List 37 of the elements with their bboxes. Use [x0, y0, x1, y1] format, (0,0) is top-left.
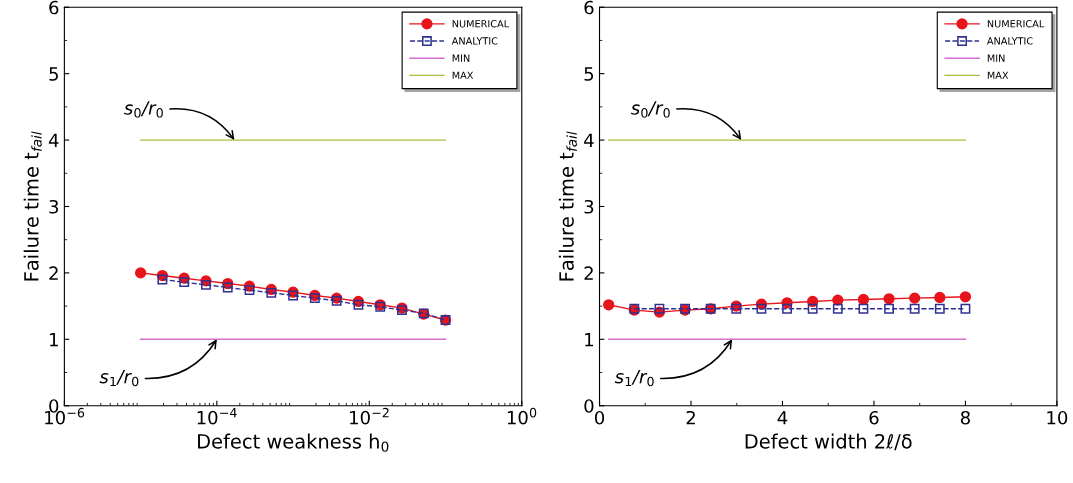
x-tick-label: 4: [777, 411, 788, 425]
y-tick-label: 1: [50, 333, 58, 347]
x-tick-label: 10$^{−4}$: [197, 408, 237, 425]
x-tick-label: 0: [594, 410, 605, 425]
y-tick-label: 2: [49, 266, 58, 280]
legend-label: MIN: [987, 54, 1005, 62]
legend-label: MIN: [452, 54, 470, 62]
x-tick-label: 8: [960, 410, 970, 425]
legend-label: MAX: [452, 71, 474, 79]
x-axis-title: Defect width 2ℓ/δ: [745, 433, 912, 451]
legend-label: NUMERICAL: [452, 20, 510, 28]
y-tick-label: 3: [49, 199, 59, 214]
x-tick-label: 6: [869, 410, 879, 425]
annotation: s$_{1}$/r$_{0}$: [614, 370, 654, 387]
annotation: s$_{0}$/r$_{0}$: [124, 101, 163, 118]
y-tick-label: 1: [585, 333, 593, 347]
y-tick-label: 5: [49, 67, 58, 81]
legend-label: NUMERICAL: [987, 20, 1045, 28]
y-axis-title: Failure time t$_{fail}$: [558, 131, 577, 281]
annotation: s$_{0}$/r$_{0}$: [631, 101, 670, 118]
y-tick-label: 3: [584, 199, 594, 214]
legend-label: ANALYTIC: [986, 37, 1033, 45]
y-tick-label: 2: [584, 266, 593, 280]
x-tick-label: 10: [1047, 410, 1068, 425]
y-tick-label: 5: [584, 67, 594, 81]
x-tick-label: 10$^{0}$: [507, 407, 537, 425]
y-tick-label: 6: [49, 0, 59, 15]
legend-label: MAX: [987, 71, 1009, 79]
y-tick-label: 4: [584, 133, 594, 147]
legend-label: ANALYTIC: [451, 37, 498, 45]
x-tick-label: 10$^{−2}$: [350, 407, 389, 425]
x-tick-label: 2: [686, 410, 695, 425]
x-axis-title: Defect weakness h$_{0}$: [198, 433, 389, 452]
y-tick-label: 6: [584, 0, 594, 15]
y-axis-title: Failure time t$_{fail}$: [23, 131, 42, 281]
annotation: s$_{1}$/r$_{0}$: [99, 370, 139, 387]
y-tick-label: 4: [48, 133, 59, 147]
